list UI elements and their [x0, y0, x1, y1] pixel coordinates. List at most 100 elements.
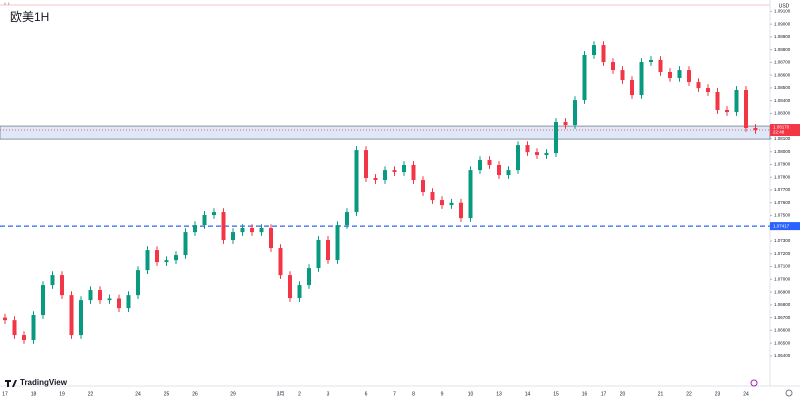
x-tick-label: 29: [230, 391, 236, 397]
candle-body: [544, 153, 549, 156]
x-tick-label: 15: [553, 391, 559, 397]
x-tick-label: 24: [743, 391, 749, 397]
last-price-label: 1.08170: [773, 125, 790, 130]
candle-body: [535, 152, 539, 156]
y-tick-label: 1.06400: [774, 353, 791, 358]
x-tick-label: 21: [658, 391, 664, 397]
candle-body: [658, 59, 663, 72]
candle-body: [696, 82, 701, 89]
candle-body: [288, 275, 292, 299]
chart-title: 欧美1H: [10, 10, 49, 24]
x-tick-label: 8: [412, 391, 415, 397]
candle-body: [145, 250, 150, 271]
candle-body: [193, 225, 197, 233]
y-tick-label: 1.06500: [774, 340, 791, 345]
candle-body: [69, 295, 74, 336]
candle-body: [31, 315, 36, 341]
candle-body: [22, 335, 26, 341]
x-tick-label: 26: [192, 391, 198, 397]
candle-body: [41, 285, 45, 316]
candle-body: [411, 164, 416, 181]
y-tick-label: 1.09100: [774, 9, 791, 14]
candle-body: [60, 275, 64, 296]
candle-body: [620, 70, 625, 81]
y-tick-label: 1.08500: [774, 85, 791, 90]
y-tick-label: 1.09000: [774, 21, 791, 26]
x-tick-label: 17: [601, 391, 607, 397]
x-tick-label: 20: [620, 391, 626, 397]
x-tick-label: 22: [686, 391, 692, 397]
candle-body: [487, 160, 492, 165]
countdown: 22:48: [773, 130, 785, 135]
candle-body: [715, 92, 720, 111]
x-tick-label: 9: [441, 391, 444, 397]
y-tick-label: 1.08900: [774, 34, 791, 39]
x-tick-label: 6: [365, 391, 368, 397]
candle-body: [516, 145, 520, 171]
candle-body: [554, 121, 558, 153]
candle-body: [183, 232, 188, 256]
x-tick-label: 18: [31, 391, 37, 397]
settings-icon[interactable]: [785, 389, 793, 397]
y-tick-label: 1.08700: [774, 60, 791, 65]
y-tick-label: 1.07900: [774, 162, 791, 167]
logo: TradingView: [5, 378, 68, 387]
logo-mark: [5, 380, 17, 387]
candle-body: [478, 160, 482, 171]
y-tick-label: 1.07700: [774, 187, 791, 192]
candle-body: [107, 298, 112, 301]
candle-body: [687, 70, 691, 83]
candle-body: [174, 255, 178, 261]
candle-body: [88, 290, 93, 301]
y-tick-label: 1.08600: [774, 72, 791, 77]
y-tick-label: 1.07500: [774, 213, 791, 218]
candle-body: [259, 228, 264, 233]
candle-body: [316, 240, 321, 269]
candle-body: [335, 225, 340, 261]
y-tick-label: 1.06600: [774, 328, 791, 333]
candle-body: [164, 260, 169, 263]
x-tick-label: 16: [582, 391, 588, 397]
candle-body: [611, 62, 615, 71]
candle-body: [601, 45, 606, 63]
candle-body: [3, 317, 7, 321]
candle-body: [221, 212, 226, 241]
candle-body: [240, 228, 245, 233]
event-icon[interactable]: [750, 379, 758, 387]
y-tick-label: 1.08300: [774, 111, 791, 116]
y-tick-label: 1.08100: [774, 136, 791, 141]
candle-body: [326, 240, 330, 261]
candle-body: [212, 212, 216, 216]
y-tick-label: 1.07800: [774, 174, 791, 179]
candle-body: [449, 202, 454, 206]
x-tick-label: 19: [59, 391, 65, 397]
candle-body: [373, 178, 378, 181]
candle-body: [459, 202, 463, 219]
hline-label: 1.07417: [773, 223, 790, 228]
y-tick-label: 1.08000: [774, 149, 791, 154]
candle-body: [506, 170, 511, 176]
candle-body: [402, 164, 406, 173]
x-tick-label: 17: [2, 391, 8, 397]
hline-label-bg: [770, 222, 800, 231]
y-tick-label: 1.07600: [774, 200, 791, 205]
x-tick-label: 3: [327, 391, 330, 397]
candle-body: [202, 215, 207, 226]
candle-body: [744, 89, 748, 128]
candle-body: [278, 248, 283, 276]
y-tick-label: 1.07300: [774, 238, 791, 243]
y-tick-label: 1.07000: [774, 276, 791, 281]
candle-body: [497, 164, 501, 176]
candle-body: [725, 110, 729, 113]
candle-body: [677, 70, 682, 78]
candle-body: [421, 180, 425, 193]
y-tick-label: 1.08800: [774, 47, 791, 52]
y-tick-label: 1.06900: [774, 289, 791, 294]
candle-body: [649, 59, 653, 63]
x-tick-label: 2: [298, 391, 301, 397]
candle-body: [525, 145, 530, 153]
candle-body: [269, 228, 273, 249]
x-tick-label: 13: [496, 391, 502, 397]
toolbar-icon[interactable]: ‹ ›: [4, 2, 10, 8]
